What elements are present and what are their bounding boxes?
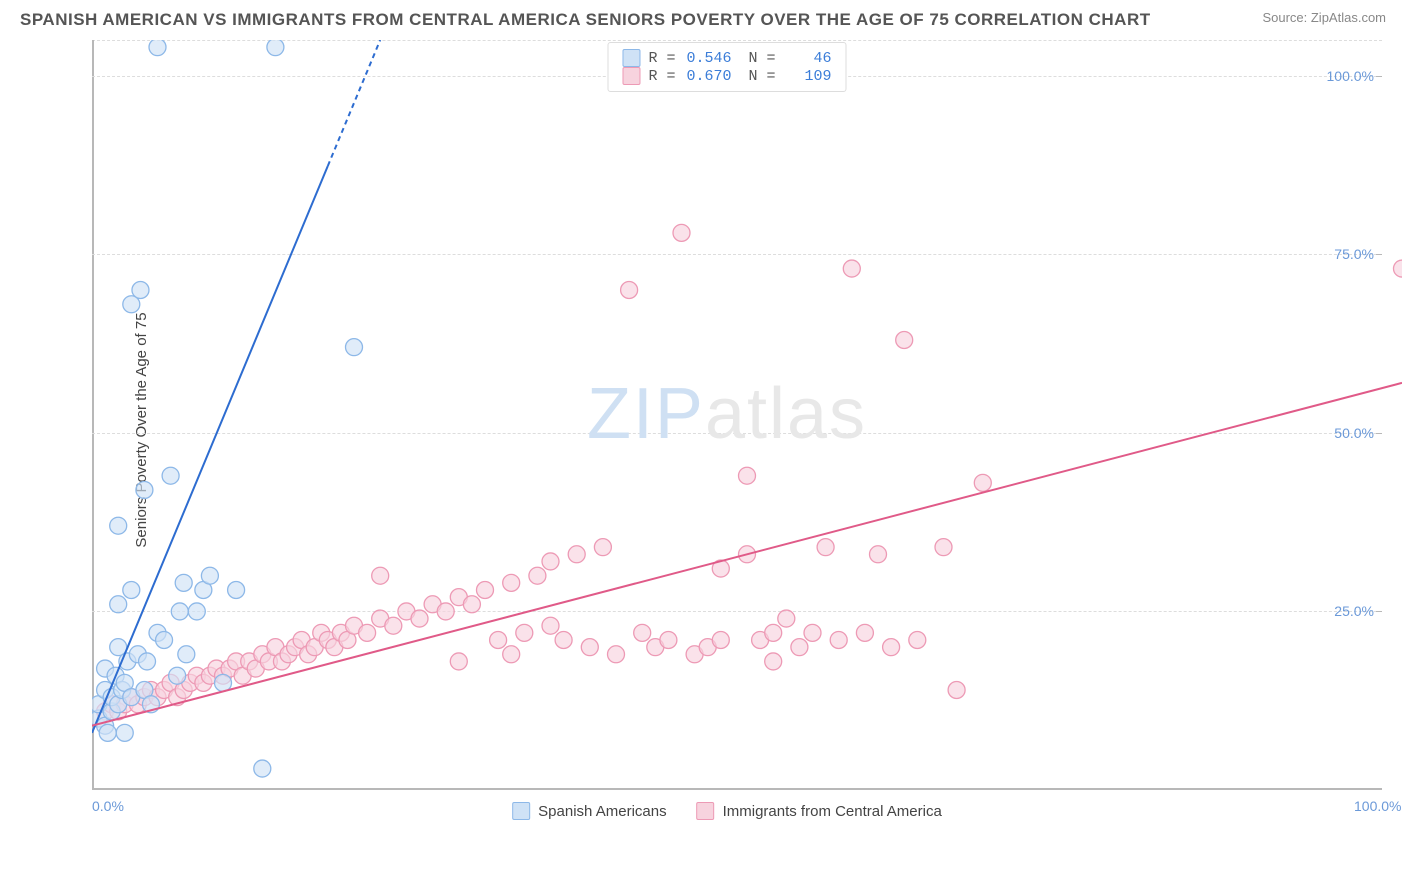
data-point-pink <box>463 596 480 613</box>
legend-series: Spanish Americans Immigrants from Centra… <box>512 802 942 820</box>
data-point-pink <box>883 639 900 656</box>
legend-swatch-pink <box>697 802 715 820</box>
data-point-pink <box>948 682 965 699</box>
data-point-blue <box>162 467 179 484</box>
legend-label-1: Immigrants from Central America <box>723 803 942 820</box>
header: SPANISH AMERICAN VS IMMIGRANTS FROM CENT… <box>0 0 1406 34</box>
data-point-pink <box>1394 260 1403 277</box>
data-point-blue <box>110 596 127 613</box>
data-point-blue <box>178 646 195 663</box>
source-label: Source: ZipAtlas.com <box>1262 10 1386 25</box>
data-point-pink <box>765 624 782 641</box>
data-point-pink <box>765 653 782 670</box>
data-point-pink <box>804 624 821 641</box>
legend-swatch-pink <box>622 67 640 85</box>
data-point-pink <box>503 646 520 663</box>
data-point-pink <box>896 332 913 349</box>
chart-area: Seniors Poverty Over the Age of 75 ZIPat… <box>52 40 1382 820</box>
data-point-blue <box>215 674 232 691</box>
data-point-pink <box>608 646 625 663</box>
r-value-0: 0.546 <box>684 50 732 67</box>
data-point-pink <box>542 617 559 634</box>
r-label: R = <box>648 68 675 85</box>
data-point-pink <box>778 610 795 627</box>
legend-swatch-blue <box>512 802 530 820</box>
data-point-pink <box>490 632 507 649</box>
data-point-pink <box>830 632 847 649</box>
n-label: N = <box>740 50 776 67</box>
chart-title: SPANISH AMERICAN VS IMMIGRANTS FROM CENT… <box>20 10 1151 30</box>
n-value-1: 109 <box>784 68 832 85</box>
data-point-blue <box>110 517 127 534</box>
data-point-pink <box>503 574 520 591</box>
legend-item-0: Spanish Americans <box>512 802 666 820</box>
data-point-blue <box>132 282 149 299</box>
data-point-pink <box>856 624 873 641</box>
data-point-pink <box>870 546 887 563</box>
data-point-blue <box>136 482 153 499</box>
data-point-blue <box>171 603 188 620</box>
data-point-pink <box>621 282 638 299</box>
data-point-pink <box>581 639 598 656</box>
data-point-pink <box>555 632 572 649</box>
trend-line-dash-blue <box>328 40 380 166</box>
legend-stats-row-0: R = 0.546 N = 46 <box>622 49 831 67</box>
plot-svg <box>92 40 1402 790</box>
data-point-pink <box>359 624 376 641</box>
data-point-pink <box>529 567 546 584</box>
data-point-blue <box>156 632 173 649</box>
data-point-blue <box>188 603 205 620</box>
data-point-pink <box>594 539 611 556</box>
x-tick-label: 100.0% <box>1354 798 1401 814</box>
data-point-pink <box>450 653 467 670</box>
data-point-pink <box>437 603 454 620</box>
data-point-pink <box>974 474 991 491</box>
data-point-blue <box>346 339 363 356</box>
data-point-pink <box>660 632 677 649</box>
r-value-1: 0.670 <box>684 68 732 85</box>
plot-region: ZIPatlas 25.0%50.0%75.0%100.0% 0.0%100.0… <box>72 40 1382 820</box>
data-point-blue <box>169 667 186 684</box>
data-point-pink <box>634 624 651 641</box>
data-point-blue <box>254 760 271 777</box>
data-point-pink <box>909 632 926 649</box>
data-point-blue <box>116 724 133 741</box>
legend-stats: R = 0.546 N = 46 R = 0.670 N = 109 <box>607 42 846 92</box>
data-point-pink <box>935 539 952 556</box>
r-label: R = <box>648 50 675 67</box>
x-tick-label: 0.0% <box>92 798 124 814</box>
data-point-blue <box>267 40 284 56</box>
data-point-pink <box>411 610 428 627</box>
data-point-blue <box>149 40 166 56</box>
data-point-pink <box>372 567 389 584</box>
data-point-pink <box>542 553 559 570</box>
data-point-blue <box>99 724 116 741</box>
n-value-0: 46 <box>784 50 832 67</box>
data-point-pink <box>673 224 690 241</box>
data-point-pink <box>739 467 756 484</box>
data-point-pink <box>791 639 808 656</box>
data-point-pink <box>385 617 402 634</box>
trend-line-pink <box>92 383 1402 726</box>
legend-stats-row-1: R = 0.670 N = 109 <box>622 67 831 85</box>
data-point-blue <box>175 574 192 591</box>
data-point-pink <box>477 582 494 599</box>
data-point-blue <box>201 567 218 584</box>
data-point-pink <box>817 539 834 556</box>
legend-label-0: Spanish Americans <box>538 803 666 820</box>
data-point-blue <box>139 653 156 670</box>
data-point-pink <box>568 546 585 563</box>
data-point-blue <box>123 582 140 599</box>
legend-swatch-blue <box>622 49 640 67</box>
data-point-pink <box>516 624 533 641</box>
data-point-blue <box>228 582 245 599</box>
data-point-pink <box>712 632 729 649</box>
data-point-pink <box>843 260 860 277</box>
legend-item-1: Immigrants from Central America <box>697 802 942 820</box>
n-label: N = <box>740 68 776 85</box>
